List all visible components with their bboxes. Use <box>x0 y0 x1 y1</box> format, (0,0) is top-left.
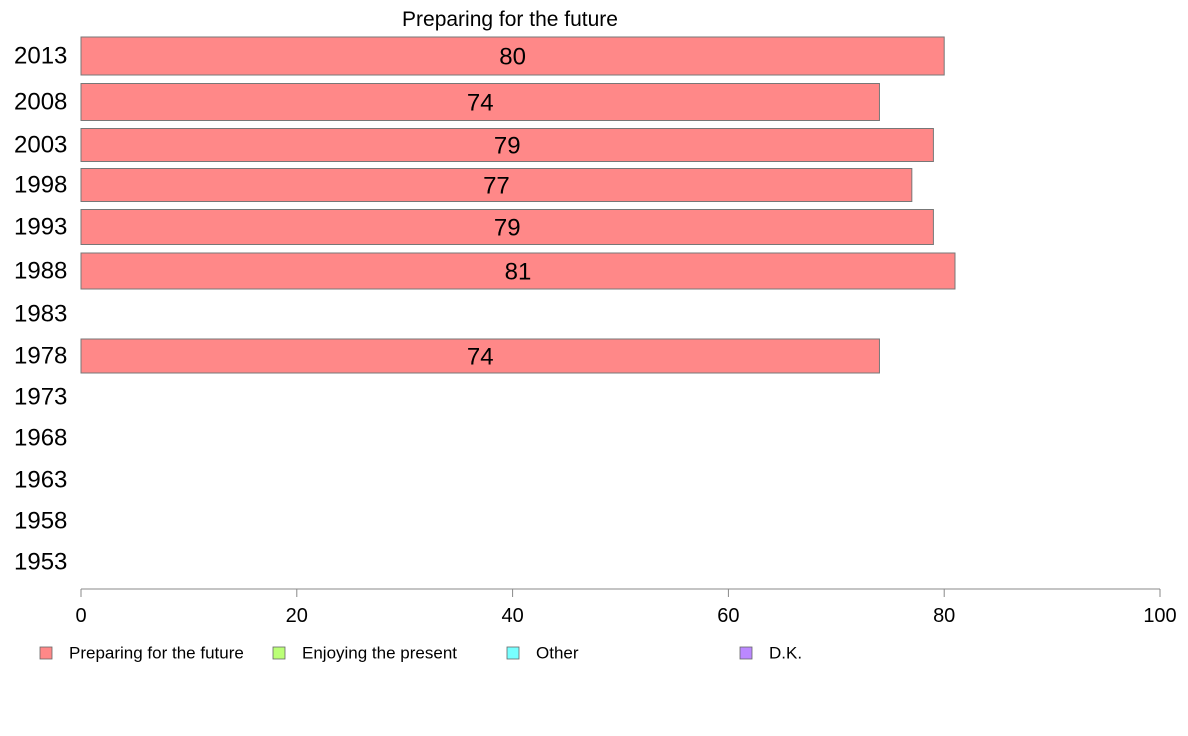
x-axis: 0 20 40 60 80 100 <box>75 588 1177 627</box>
bar <box>80 36 945 76</box>
legend-swatch <box>39 646 53 660</box>
legend-label: D.K. <box>769 644 802 663</box>
y-tick-label: 1968 <box>14 425 67 452</box>
bars <box>80 36 956 374</box>
x-tick-label: 0 <box>75 605 86 627</box>
bar <box>80 168 913 202</box>
bar <box>80 338 880 374</box>
y-tick-label: 1983 <box>14 301 67 328</box>
legend: Preparing for the future Enjoying the pre… <box>39 644 802 663</box>
data-label: 79 <box>494 133 521 160</box>
y-tick-label: 1973 <box>14 384 67 411</box>
legend-label: Other <box>536 644 579 663</box>
y-tick-label: 2003 <box>14 132 67 159</box>
x-tick-label: 20 <box>286 605 308 627</box>
y-tick-label: 1998 <box>14 172 67 199</box>
y-axis-labels: 2013 2008 2003 1998 1993 1988 1983 1978 1973 1968… <box>14 43 67 576</box>
data-label: 80 <box>499 44 526 71</box>
y-tick-label: 1978 <box>14 343 67 370</box>
bar <box>80 209 934 245</box>
data-label: 79 <box>494 215 521 242</box>
legend-swatch <box>506 646 520 660</box>
bar <box>80 128 934 162</box>
data-label: 74 <box>467 90 494 117</box>
chart-title: Preparing for the future <box>402 8 618 31</box>
y-tick-label: 1993 <box>14 214 67 241</box>
y-tick-label: 1958 <box>14 508 67 535</box>
bar <box>80 252 956 290</box>
data-label: 81 <box>505 259 532 286</box>
y-tick-label: 1963 <box>14 467 67 494</box>
bar <box>80 83 880 121</box>
x-tick-label: 40 <box>501 605 523 627</box>
y-tick-label: 2008 <box>14 89 67 116</box>
y-tick-label: 1988 <box>14 258 67 285</box>
legend-label: Preparing for the future <box>69 644 244 663</box>
x-tick-label: 80 <box>933 605 955 627</box>
x-tick-label: 60 <box>717 605 739 627</box>
y-tick-label: 1953 <box>14 549 67 576</box>
legend-swatch <box>739 646 753 660</box>
legend-swatch <box>272 646 286 660</box>
data-label: 74 <box>467 344 494 371</box>
legend-label: Enjoying the present <box>302 644 457 663</box>
x-tick-label: 100 <box>1143 605 1176 627</box>
y-tick-label: 2013 <box>14 43 67 70</box>
data-label: 77 <box>483 173 510 200</box>
